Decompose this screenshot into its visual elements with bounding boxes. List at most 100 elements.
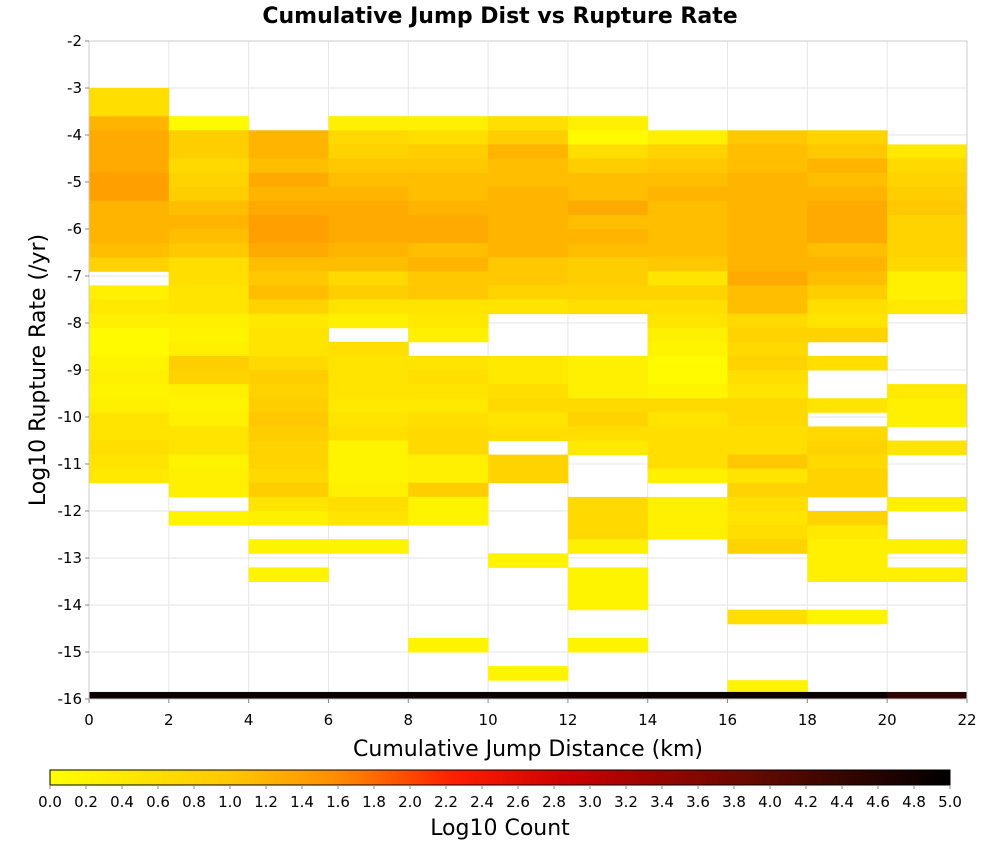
heatmap-cell [887,186,968,202]
heatmap-cell [408,271,489,286]
heatmap-cell [408,172,489,188]
heatmap-cell-baseline [488,691,569,699]
x-tick-label: 10 [479,711,498,729]
heatmap-cell [647,313,729,329]
y-axis-label: Log10 Rupture Rate (/yr) [26,234,51,506]
heatmap-cell [408,257,489,272]
heatmap-cell [567,200,649,216]
heatmap-cell [727,172,808,188]
heatmap-cell [727,158,808,174]
heatmap-cell [89,468,170,484]
heatmap-cell [408,496,489,512]
heatmap-cell [248,384,329,399]
heatmap-cell [408,116,489,131]
heatmap-cell [807,609,888,625]
heatmap-cell [89,313,170,329]
heatmap-cell [807,355,888,371]
heatmap-cell [89,172,170,188]
heatmap-cell [168,370,250,385]
heatmap-cell [567,595,649,611]
heatmap-cell [328,313,409,329]
colorbar-tick-label: 0.2 [74,793,98,811]
heatmap-cell [727,426,808,441]
heatmap-cell [328,341,409,357]
heatmap-cell [727,482,808,498]
heatmap-cell [248,440,329,456]
heatmap-cell [408,214,489,230]
colorbar-tick-label: 3.6 [686,793,710,811]
heatmap-cell [168,116,250,131]
heatmap-cell [807,271,888,286]
heatmap-cell [647,271,729,286]
heatmap-cell [408,440,489,456]
heatmap-cell [567,214,649,230]
heatmap-cell [328,496,409,512]
heatmap-cell [168,454,250,470]
heatmap-cell [248,285,329,300]
heatmap-cell [887,567,968,582]
heatmap-cell [727,341,808,357]
y-tick-label: -10 [58,408,83,426]
colorbar-tick-label: 3.2 [614,793,638,811]
chart-title: Cumulative Jump Dist vs Rupture Rate [262,4,737,29]
x-tick-label: 12 [558,711,577,729]
heatmap-cell [647,355,729,371]
heatmap-cell [647,186,729,202]
heatmap-cell [328,454,409,470]
heatmap-cell [807,243,888,258]
x-tick-label: 14 [638,711,657,729]
colorbar-tick-label: 4.8 [902,793,926,811]
heatmap-cell [727,370,808,385]
colorbar-tick-label: 4.6 [866,793,890,811]
heatmap-cell-baseline [408,691,489,699]
y-axis-ticks: -2 -3 -4 -5 -6 -7 -8 -9 -10 -11 -12 -13 -14 -15 -16 [58,32,89,708]
heatmap-cell [807,144,888,159]
heatmap-cell [408,511,489,526]
heatmap-cell [807,327,888,343]
heatmap-cell [727,440,808,456]
heatmap-cell [488,130,569,145]
y-tick-label: -8 [67,314,82,332]
heatmap-cell [328,355,409,371]
colorbar-tick-label: 3.8 [722,793,746,811]
heatmap-cell [328,285,409,300]
heatmap-cell [488,158,569,174]
heatmap-cell [248,426,329,441]
heatmap-cell [727,539,808,554]
heatmap-cell [807,525,888,540]
heatmap-cell [807,468,888,484]
colorbar-tick-label: 0.0 [38,793,62,811]
heatmap-cell [488,553,569,568]
heatmap-cell [328,482,409,498]
heatmap-cell [248,539,329,554]
heatmap-cell [89,454,170,470]
heatmap-cell [488,412,569,427]
heatmap-cell [168,412,250,427]
heatmap-cell [168,440,250,456]
heatmap-cell [89,158,170,174]
x-tick-label: 0 [84,711,94,729]
heatmap-cell [168,299,250,315]
heatmap-cell [408,299,489,315]
heatmap-cell [328,158,409,174]
heatmap-cell [408,370,489,385]
x-tick-label: 6 [324,711,334,729]
heatmap-cell [807,567,888,582]
heatmap-cell [488,370,569,385]
heatmap-cell [887,271,968,286]
heatmap-cell-baseline [727,691,808,699]
heatmap-cell-baseline [887,691,968,699]
heatmap-cell [567,398,649,413]
heatmap-cell [168,384,250,399]
heatmap-cell [567,412,649,427]
heatmap-cell [89,88,170,103]
heatmap-cell [248,313,329,329]
colorbar-tick-label: 2.0 [398,793,422,811]
heatmap-cell [567,271,649,286]
colorbar-tick-label: 1.4 [290,793,314,811]
heatmap-cell [408,384,489,399]
colorbar-tick-label: 2.4 [470,793,494,811]
heatmap-cell [807,186,888,202]
y-tick-label: -6 [67,220,82,238]
